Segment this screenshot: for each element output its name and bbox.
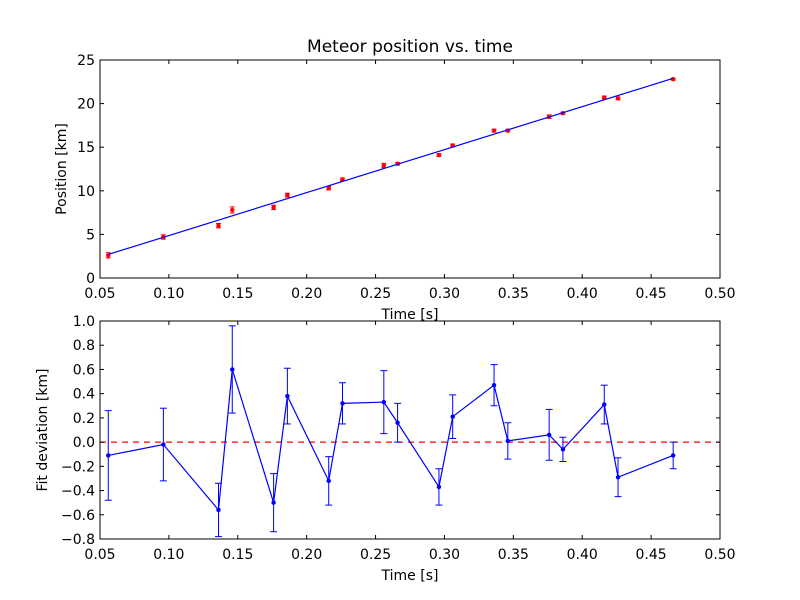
- deviation-ytick-label: −0.8: [61, 532, 95, 548]
- deviation-data-point: [381, 399, 387, 405]
- deviation-xtick-label: 0.50: [704, 547, 735, 563]
- position-xtick-label: 0.50: [704, 286, 735, 302]
- position-data-point: [216, 223, 221, 228]
- position-xtick-label: 0.10: [153, 286, 184, 302]
- position-plot-ticks: 0.05 0.10 0.15 0.20 0.25 0.30 0.35 0.40 0.45 0.50…: [77, 53, 735, 302]
- deviation-plot-ticks: 0.05 0.10 0.15 0.20 0.25 0.30 0.35 0.40 0.45 0.50…: [61, 314, 736, 563]
- position-xtick-label: 0.20: [291, 286, 322, 302]
- position-data-point: [491, 128, 497, 133]
- deviation-xtick-label: 0.30: [429, 547, 460, 563]
- deviation-data-point: [216, 507, 221, 513]
- position-xtick-label: 0.35: [498, 286, 529, 302]
- deviation-data-point: [546, 432, 552, 438]
- position-ytick-label: 25: [77, 53, 95, 69]
- deviation-xtick-label: 0.20: [291, 547, 322, 563]
- deviation-data-point: [615, 474, 621, 480]
- position-ytick-label: 20: [77, 97, 95, 113]
- position-data-point: [615, 96, 621, 101]
- position-data-point: [436, 152, 442, 158]
- position-xtick-label: 0.05: [84, 286, 115, 302]
- deviation-data-point: [436, 484, 442, 490]
- deviation-ytick-label: 0.8: [73, 338, 95, 354]
- deviation-data-point: [340, 401, 345, 406]
- position-plot: Meteor position vs. time 0.05 0.10 0.15 0.2…: [54, 37, 736, 323]
- position-plot-data: [105, 76, 676, 259]
- deviation-xtick-label: 0.05: [84, 547, 115, 563]
- position-data-point: [381, 163, 387, 168]
- deviation-ytick-label: −0.6: [61, 508, 95, 524]
- position-ytick-label: 0: [86, 271, 95, 287]
- deviation-data-point: [450, 414, 455, 419]
- deviation-data-point: [326, 478, 331, 484]
- position-plot-title: Meteor position vs. time: [307, 37, 513, 57]
- position-ytick-label: 5: [86, 227, 95, 243]
- deviation-data-point: [505, 438, 511, 444]
- deviation-data-point: [230, 367, 235, 372]
- deviation-data-point: [491, 382, 497, 388]
- deviation-ytick-label: 0.2: [73, 411, 95, 427]
- position-data-point: [230, 207, 235, 213]
- position-data-point: [271, 205, 276, 210]
- deviation-plot-frame: [99, 320, 721, 540]
- position-plot-xlabel: Time [s]: [381, 307, 439, 323]
- deviation-xtick-label: 0.15: [222, 547, 253, 563]
- deviation-ytick-label: 1.0: [73, 314, 95, 330]
- deviation-plot-xlabel: Time [s]: [381, 568, 439, 584]
- position-data-point: [285, 192, 290, 198]
- deviation-data-point: [271, 500, 276, 505]
- fit-line: [108, 77, 674, 256]
- deviation-ytick-label: −0.4: [61, 484, 95, 500]
- deviation-plot-ylabel: Fit deviation [km]: [35, 368, 51, 491]
- position-xtick-label: 0.15: [222, 286, 253, 302]
- deviation-data-point: [106, 453, 111, 458]
- deviation-ytick-label: 0.0: [73, 435, 95, 451]
- deviation-xtick-label: 0.25: [360, 547, 391, 563]
- deviation-data-point: [560, 447, 566, 452]
- position-data-point: [326, 185, 331, 191]
- deviation-data-point: [285, 393, 290, 399]
- deviation-ytick-label: −0.2: [61, 459, 95, 475]
- deviation-xtick-label: 0.35: [498, 547, 529, 563]
- position-xtick-label: 0.30: [429, 286, 460, 302]
- position-plot-ylabel: Position [km]: [54, 123, 70, 215]
- deviation-data-point: [602, 402, 607, 407]
- deviation-data-point: [161, 442, 166, 447]
- position-xtick-label: 0.25: [360, 286, 391, 302]
- deviation-ytick-label: 0.6: [73, 362, 95, 378]
- deviation-data-point: [395, 420, 400, 425]
- deviation-xtick-label: 0.45: [636, 547, 667, 563]
- deviation-xtick-label: 0.10: [153, 547, 184, 563]
- deviation-xtick-label: 0.40: [567, 547, 598, 563]
- position-ytick-label: 15: [77, 140, 95, 156]
- deviation-ytick-label: 0.4: [73, 387, 95, 403]
- position-ytick-label: 10: [77, 184, 95, 200]
- deviation-data-point: [670, 453, 676, 458]
- position-xtick-label: 0.45: [636, 286, 667, 302]
- position-xtick-label: 0.40: [567, 286, 598, 302]
- position-plot-frame: [99, 59, 721, 279]
- deviation-plot: 0.05 0.10 0.15 0.20 0.25 0.30 0.35 0.40 0.45 0.50…: [35, 314, 736, 584]
- deviation-plot-data: [100, 325, 720, 538]
